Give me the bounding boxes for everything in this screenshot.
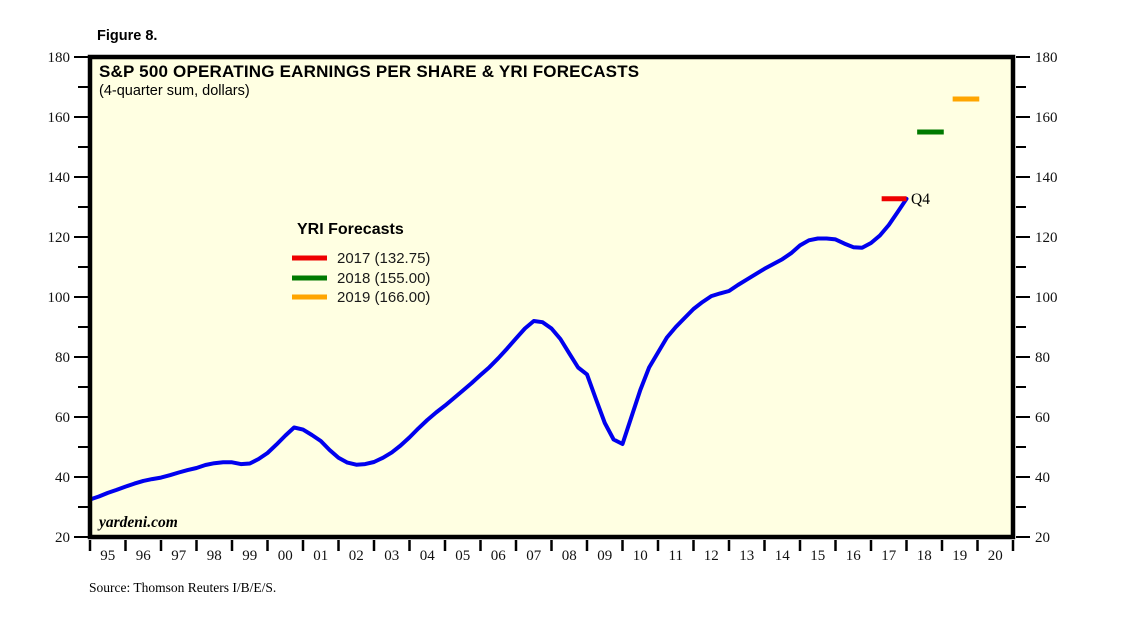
x-axis-label: 07 bbox=[526, 548, 542, 564]
y-axis-label-right: 140 bbox=[1035, 170, 1058, 186]
chart-title: S&P 500 OPERATING EARNINGS PER SHARE & Y… bbox=[99, 62, 639, 81]
plot-frame bbox=[87, 54, 1016, 540]
legend-label-2017: 2017 (132.75) bbox=[337, 250, 430, 267]
x-axis-label: 17 bbox=[881, 548, 897, 564]
y-axis-label-right: 80 bbox=[1035, 350, 1050, 366]
x-axis-label: 06 bbox=[491, 548, 507, 564]
x-axis: 95 96 97 98 99 00 01 02 03 04 05 06 07 08 09 10 11 12 13 14… bbox=[88, 540, 1015, 564]
legend-label-2018: 2018 (155.00) bbox=[337, 270, 430, 287]
x-axis-label: 00 bbox=[278, 548, 293, 564]
y-axis-label-right: 160 bbox=[1035, 110, 1058, 126]
y-axis-label-right: 120 bbox=[1035, 230, 1058, 246]
chart-subtitle: (4-quarter sum, dollars) bbox=[99, 83, 250, 99]
y-axis-label-left: 180 bbox=[48, 50, 71, 66]
x-axis-label: 97 bbox=[171, 548, 187, 564]
y-axis-label-left: 100 bbox=[48, 290, 71, 306]
x-axis-label: 12 bbox=[704, 548, 719, 564]
y-axis-label-left: 120 bbox=[48, 230, 71, 246]
y-axis-label-left: 80 bbox=[55, 350, 70, 366]
x-axis-label: 18 bbox=[917, 548, 932, 564]
figure-label: Figure 8. bbox=[97, 28, 157, 44]
y-axis-label-right: 100 bbox=[1035, 290, 1058, 306]
x-axis-label: 02 bbox=[349, 548, 364, 564]
x-axis-label: 99 bbox=[242, 548, 257, 564]
x-axis-label: 20 bbox=[988, 548, 1003, 564]
legend-title: YRI Forecasts bbox=[297, 221, 404, 238]
x-axis-label: 19 bbox=[952, 548, 967, 564]
eps-line bbox=[88, 196, 909, 502]
x-axis-label: 04 bbox=[420, 548, 436, 564]
x-axis-label: 95 bbox=[100, 548, 115, 564]
x-axis-label: 08 bbox=[562, 548, 577, 564]
y-axis-label-left: 60 bbox=[55, 410, 70, 426]
x-axis-label: 98 bbox=[207, 548, 222, 564]
x-axis-label: 01 bbox=[313, 548, 328, 564]
q4-annotation: Q4 bbox=[911, 191, 930, 208]
x-axis-label: 09 bbox=[597, 548, 612, 564]
x-axis-label: 16 bbox=[846, 548, 862, 564]
forecast-dashes bbox=[881, 96, 980, 202]
y-axis-label-left: 20 bbox=[55, 530, 70, 546]
x-axis-label: 96 bbox=[136, 548, 152, 564]
source-note: Source: Thomson Reuters I/B/E/S. bbox=[89, 580, 276, 595]
legend-label-2019: 2019 (166.00) bbox=[337, 289, 430, 306]
x-axis-label: 13 bbox=[739, 548, 754, 564]
y-axis-label-left: 40 bbox=[55, 470, 70, 486]
x-axis-label: 05 bbox=[455, 548, 470, 564]
y-axis-label-right: 180 bbox=[1035, 50, 1058, 66]
y-axis-label-right: 60 bbox=[1035, 410, 1050, 426]
x-axis-label: 15 bbox=[810, 548, 825, 564]
y-axis-label-right: 20 bbox=[1035, 530, 1050, 546]
y-axis-left: 20 40 60 80 100 120 140 160 180 bbox=[48, 50, 88, 546]
y-axis-right: 20 40 60 80 100 120 140 160 180 bbox=[1016, 50, 1058, 546]
legend: YRI Forecasts 2017 (132.75) 2018 (155.00… bbox=[292, 221, 430, 306]
watermark: yardeni.com bbox=[97, 514, 178, 531]
x-axis-label: 14 bbox=[775, 548, 791, 564]
y-axis-label-right: 40 bbox=[1035, 470, 1050, 486]
y-axis-label-left: 140 bbox=[48, 170, 71, 186]
x-axis-label: 03 bbox=[384, 548, 399, 564]
y-axis-label-left: 160 bbox=[48, 110, 71, 126]
x-axis-label: 11 bbox=[669, 548, 683, 564]
x-axis-label: 10 bbox=[633, 548, 648, 564]
plot-background bbox=[90, 57, 1013, 537]
